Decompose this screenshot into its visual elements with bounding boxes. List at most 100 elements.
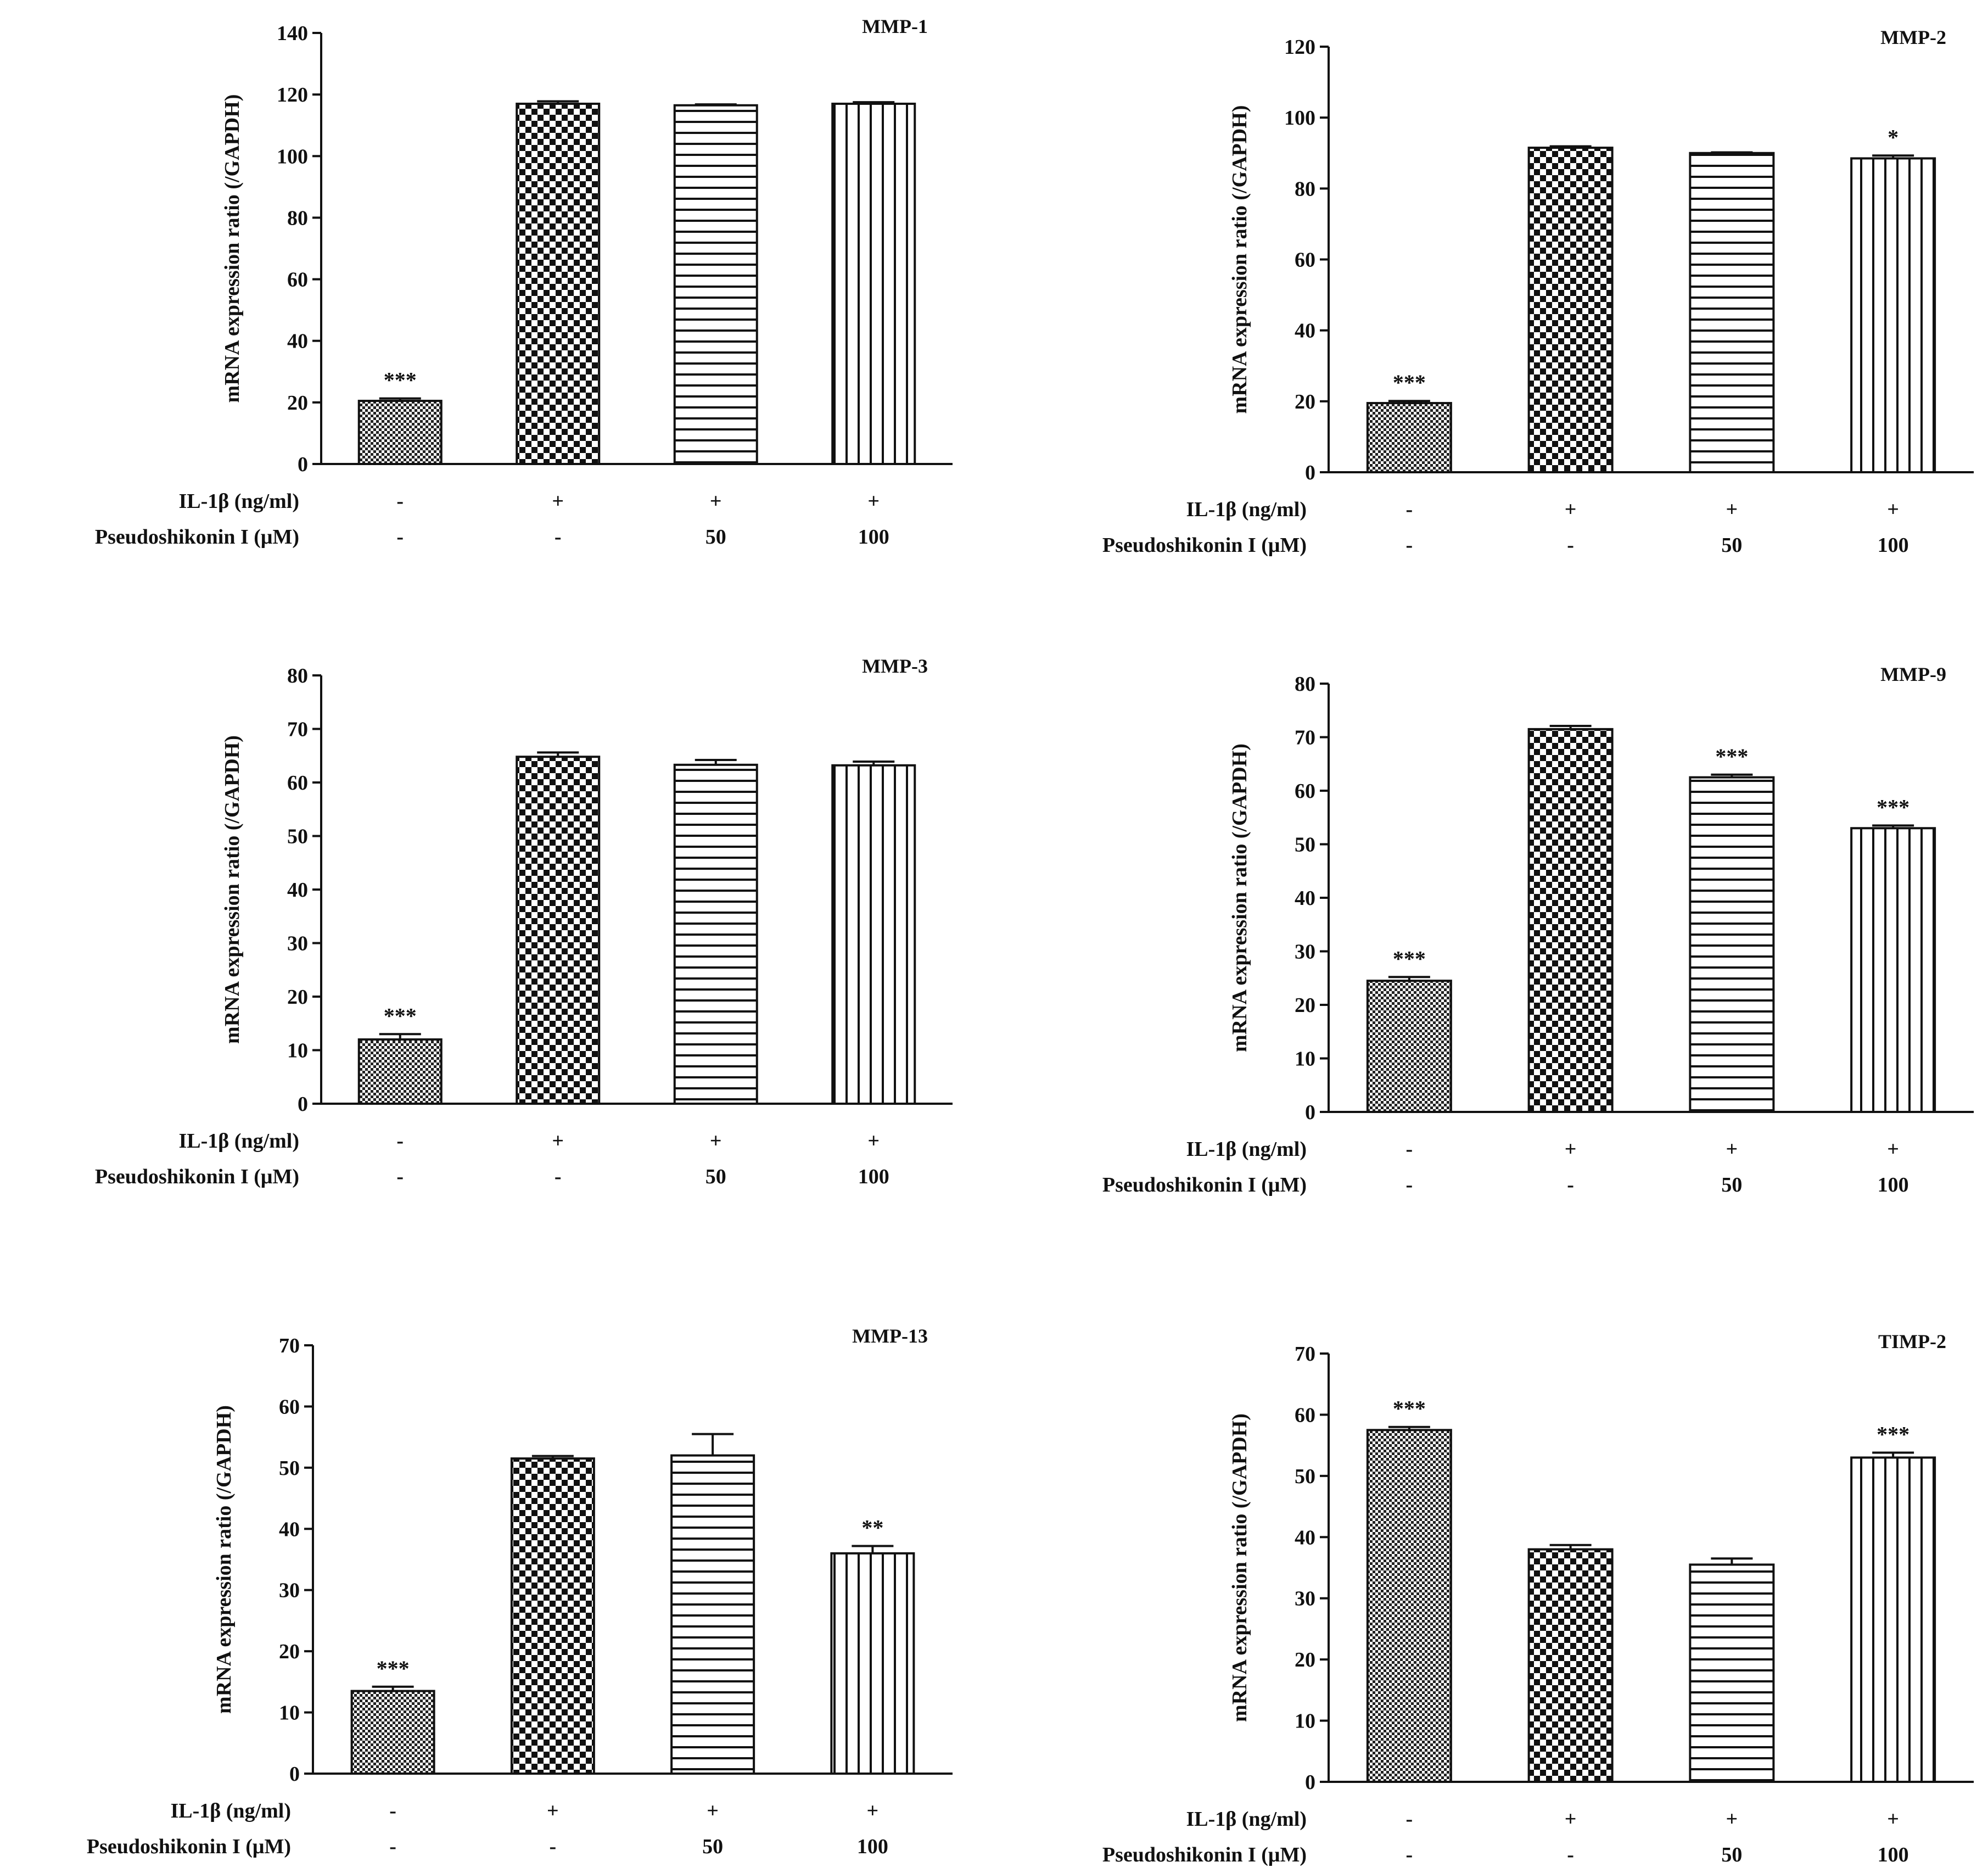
chart-title: MMP-13 [852, 1325, 928, 1347]
bar [1527, 1548, 1614, 1783]
il1b-value: + [1565, 1138, 1577, 1161]
pseudoshikonin-row-label: Pseudoshikonin I (μM) [95, 525, 299, 549]
y-tick-label: 10 [287, 1039, 308, 1063]
y-tick-label: 10 [279, 1702, 300, 1725]
il1b-row-label: IL-1β (ng/ml) [178, 490, 299, 513]
chart-title: MMP-9 [1880, 663, 1946, 685]
y-tick-label: 20 [287, 392, 308, 415]
y-tick-label: 60 [287, 269, 308, 292]
y-tick-label: 0 [298, 453, 308, 476]
pseudoshikonin-row-label: Pseudoshikonin I (μM) [87, 1835, 291, 1858]
bar [1850, 157, 1936, 473]
il1b-value: + [867, 1130, 880, 1153]
y-tick-label: 40 [279, 1518, 300, 1541]
significance-mark: *** [1715, 744, 1748, 769]
pseudoshikonin-value: - [1567, 1173, 1574, 1197]
y-tick-label: 40 [287, 879, 308, 902]
pseudoshikonin-value: - [555, 1165, 562, 1188]
il1b-value: + [1887, 1138, 1899, 1161]
y-tick-label: 70 [279, 1334, 300, 1357]
pseudoshikonin-value: 50 [705, 1165, 726, 1188]
significance-mark: *** [1393, 1396, 1426, 1421]
il1b-row-label: IL-1β (ng/ml) [1186, 1808, 1307, 1831]
il1b-value: - [396, 1130, 404, 1153]
bar [1527, 728, 1614, 1113]
pseudoshikonin-value: - [1406, 1843, 1413, 1866]
y-tick-label: 50 [1295, 834, 1315, 857]
bar [1689, 152, 1775, 473]
il1b-row-label: IL-1β (ng/ml) [170, 1799, 291, 1822]
y-tick-label: 40 [1295, 1526, 1315, 1549]
bar [831, 102, 916, 465]
y-tick-label: 30 [1295, 941, 1315, 964]
chart-panel-6: 0 10 20 30 40 50 60 70 mRNA expression ratio (/G… [1102, 1330, 1974, 1866]
y-tick-label: 50 [287, 825, 308, 848]
il1b-value: + [710, 1130, 722, 1153]
y-tick-label: 50 [1295, 1465, 1315, 1488]
il1b-value: + [1565, 1808, 1577, 1831]
pseudoshikonin-value: - [396, 525, 404, 549]
pseudoshikonin-row-label: Pseudoshikonin I (μM) [1102, 534, 1307, 557]
y-tick-label: 20 [1295, 1648, 1315, 1671]
pseudoshikonin-value: 50 [1721, 1843, 1742, 1866]
bar [670, 1454, 755, 1775]
y-tick-label: 60 [1295, 249, 1315, 272]
y-tick-label: 120 [1284, 36, 1315, 59]
il1b-row-label: IL-1β (ng/ml) [1186, 1138, 1307, 1161]
significance-mark: *** [1877, 1422, 1909, 1447]
y-tick-label: 70 [287, 718, 308, 741]
pseudoshikonin-value: - [396, 1165, 404, 1188]
y-tick-label: 30 [1295, 1587, 1315, 1611]
significance-mark: *** [384, 368, 417, 393]
bar [357, 400, 443, 466]
il1b-value: + [552, 490, 564, 513]
pseudoshikonin-value: 50 [705, 525, 726, 549]
pseudoshikonin-value: 50 [1721, 534, 1742, 557]
chart-panel-1: 0 20 40 60 80 100 120 140 mRNA expression ratio … [95, 15, 953, 549]
chart-title: MMP-2 [1880, 26, 1946, 48]
y-axis-label: mRNA expression ratio (/GAPDH) [221, 735, 244, 1044]
pseudoshikonin-value: 100 [857, 1835, 888, 1858]
y-tick-label: 70 [1295, 1343, 1315, 1366]
bar [1689, 1563, 1775, 1783]
y-tick-label: 80 [1295, 673, 1315, 696]
bar [830, 1552, 915, 1775]
y-axis-label: mRNA expression ratio (/GAPDH) [221, 94, 244, 403]
significance-mark: *** [377, 1656, 410, 1681]
significance-mark: ** [861, 1515, 883, 1540]
pseudoshikonin-value: - [550, 1835, 557, 1858]
y-tick-label: 20 [1295, 390, 1315, 413]
pseudoshikonin-row-label: Pseudoshikonin I (μM) [1102, 1843, 1307, 1866]
y-axis-label: mRNA expression ratio (/GAPDH) [212, 1405, 236, 1714]
pseudoshikonin-value: 100 [1878, 534, 1909, 557]
y-tick-label: 60 [1295, 780, 1315, 803]
il1b-value: - [396, 490, 404, 513]
il1b-value: - [1406, 498, 1413, 521]
y-tick-label: 0 [298, 1093, 308, 1116]
pseudoshikonin-value: 100 [858, 525, 889, 549]
pseudoshikonin-value: - [1567, 534, 1574, 557]
chart-title: TIMP-2 [1878, 1330, 1946, 1352]
il1b-value: + [547, 1799, 559, 1822]
y-tick-label: 80 [1295, 177, 1315, 200]
y-axis-label: mRNA expression ratio (/GAPDH) [1228, 1413, 1251, 1722]
y-tick-label: 20 [1295, 994, 1315, 1017]
y-axis-label: mRNA expression ratio (/GAPDH) [1228, 743, 1251, 1052]
pseudoshikonin-row-label: Pseudoshikonin I (μM) [95, 1165, 299, 1188]
bar [516, 756, 601, 1105]
il1b-value: + [707, 1799, 719, 1822]
pseudoshikonin-row-label: Pseudoshikonin I (μM) [1102, 1173, 1307, 1197]
chart-panel-5: 0 10 20 30 40 50 60 70 mRNA expression ratio (/G… [87, 1325, 953, 1858]
significance-mark: *** [1877, 795, 1909, 819]
bar [1850, 1456, 1936, 1783]
pseudoshikonin-value: - [389, 1835, 396, 1858]
il1b-value: + [867, 490, 880, 513]
significance-mark: *** [1393, 370, 1426, 395]
il1b-value: + [552, 1130, 564, 1153]
pseudoshikonin-value: - [1567, 1843, 1574, 1866]
bar [1366, 980, 1452, 1113]
bar [516, 102, 601, 465]
il1b-row-label: IL-1β (ng/ml) [178, 1130, 299, 1153]
bar [831, 764, 916, 1105]
y-tick-label: 70 [1295, 726, 1315, 750]
